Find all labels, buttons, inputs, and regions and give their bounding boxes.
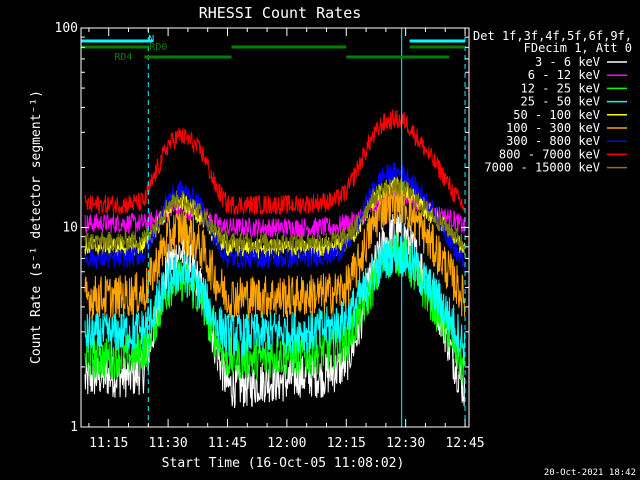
y-axis: 1 10 100 (55, 21, 469, 435)
legend-label-8: 7000 - 15000 keV (484, 161, 600, 175)
y-tick-label: 10 (62, 221, 78, 236)
legend-label-3: 25 - 50 keV (521, 95, 600, 109)
legend: Det 1f,3f,4f,5f,6f,9f, FDecim 1, Att 0 3… (473, 29, 632, 175)
x-tick-label: 11:15 (89, 436, 128, 451)
flag-label-n: N (148, 34, 154, 45)
legend-label-5: 100 - 300 keV (506, 121, 600, 135)
chart-title: RHESSI Count Rates (199, 4, 362, 22)
y-axis-label: Count Rate (s⁻¹ detector segment⁻¹) (29, 90, 44, 364)
y-tick-label: 1 (70, 420, 78, 435)
flag-label-rd0: RD0 (149, 42, 167, 53)
x-tick-label: 11:45 (208, 436, 247, 451)
legend-label-1: 6 - 12 keV (528, 68, 600, 82)
legend-label-7: 800 - 7000 keV (499, 147, 600, 161)
x-tick-label: 12:45 (445, 436, 484, 451)
x-axis: 11:15 11:30 11:45 12:00 12:15 12:30 12:45 (88, 28, 485, 451)
legend-label-4: 50 - 100 keV (513, 108, 600, 122)
legend-header-line-1: Det 1f,3f,4f,5f,6f,9f, (473, 29, 632, 43)
flag-label-rd4: RD4 (114, 52, 132, 63)
legend-label-0: 3 - 6 keV (535, 55, 600, 69)
legend-label-6: 300 - 800 keV (506, 134, 600, 148)
x-tick-label: 12:00 (267, 436, 306, 451)
x-tick-label: 12:15 (327, 436, 366, 451)
x-tick-label: 11:30 (149, 436, 188, 451)
legend-label-2: 12 - 25 keV (521, 81, 600, 95)
y-tick-label: 100 (55, 21, 78, 36)
legend-header-line-2: FDecim 1, Att 0 (524, 41, 632, 55)
timestamp: 20-Oct-2021 18:42 (544, 468, 636, 478)
x-tick-label: 12:30 (386, 436, 425, 451)
x-axis-label: Start Time (16-Oct-05 11:08:02) (162, 456, 405, 471)
